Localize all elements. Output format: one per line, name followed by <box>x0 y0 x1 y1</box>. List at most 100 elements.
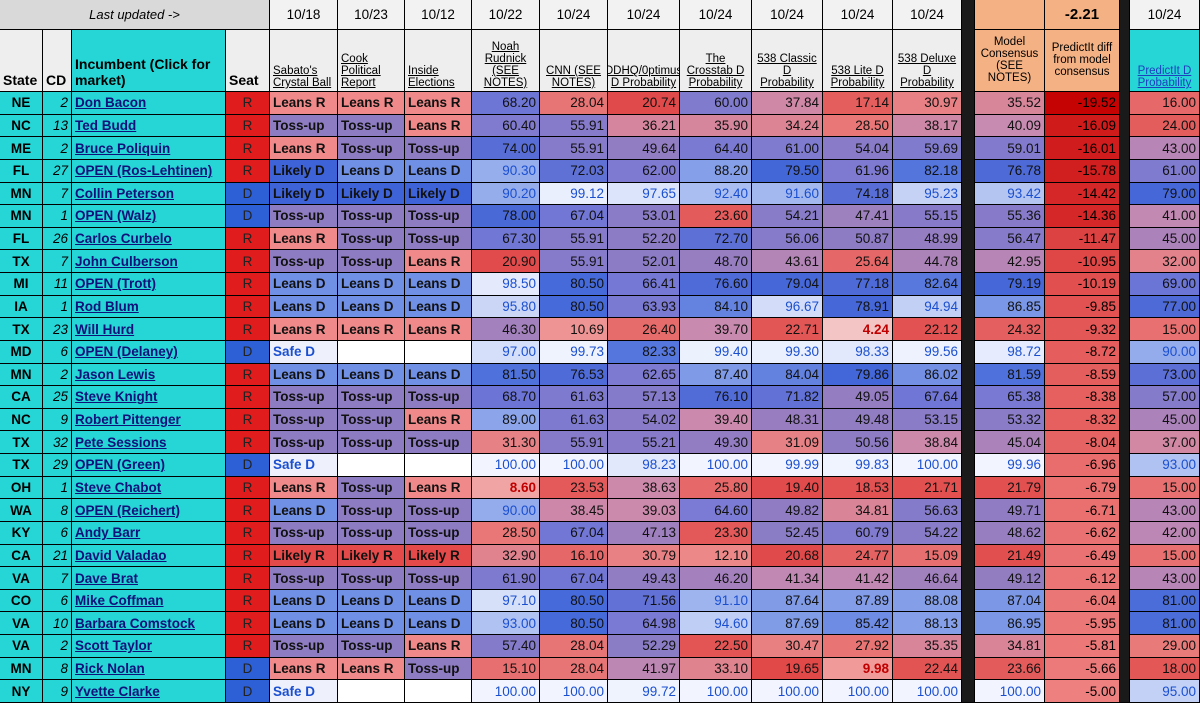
probability: 46.64 <box>893 567 962 590</box>
predictit: 81.00 <box>1130 612 1200 636</box>
diff: -6.79 <box>1045 476 1120 500</box>
probability: 27.92 <box>823 635 893 658</box>
rating <box>338 340 405 364</box>
rating: Leans D <box>338 159 405 183</box>
state: TX <box>0 431 43 455</box>
state: MN <box>0 657 43 681</box>
seat: R <box>226 318 270 341</box>
rating: Toss-up <box>405 657 472 681</box>
rating: Leans D <box>270 295 338 319</box>
incumbent-link[interactable]: John Culberson <box>72 250 226 274</box>
incumbent-link[interactable]: OPEN (Delaney) <box>72 340 226 364</box>
incumbent-link[interactable]: Ted Budd <box>72 114 226 138</box>
consensus: 49.12 <box>975 567 1045 590</box>
probability: 49.05 <box>823 386 893 409</box>
predictit: 43.00 <box>1130 567 1200 590</box>
rating: Leans D <box>270 363 338 387</box>
probability: 99.12 <box>540 182 608 206</box>
predictit: 79.00 <box>1130 182 1200 206</box>
probability: 25.80 <box>680 476 752 500</box>
probability: 79.50 <box>752 159 823 183</box>
incumbent-link[interactable]: OPEN (Trott) <box>72 273 226 296</box>
incumbent-link[interactable]: OPEN (Reichert) <box>72 499 226 522</box>
probability: 47.41 <box>823 205 893 228</box>
probability: 30.79 <box>608 544 680 568</box>
diff: -14.36 <box>1045 205 1120 228</box>
incumbent-link[interactable]: OPEN (Green) <box>72 454 226 477</box>
incumbent-link[interactable]: Collin Peterson <box>72 182 226 206</box>
incumbent-link[interactable]: Steve Knight <box>72 386 226 409</box>
incumbent-link[interactable]: Carlos Curbelo <box>72 227 226 251</box>
rating: Toss-up <box>338 408 405 432</box>
rating: Toss-up <box>338 386 405 409</box>
district: 27 <box>43 159 72 183</box>
incumbent-link[interactable]: Pete Sessions <box>72 431 226 455</box>
incumbent-link[interactable]: Bruce Poliquin <box>72 137 226 160</box>
column-header: CD <box>43 30 72 92</box>
diff: -11.47 <box>1045 227 1120 251</box>
seat: D <box>226 680 270 703</box>
rating: Leans R <box>270 657 338 681</box>
consensus: 53.32 <box>975 408 1045 432</box>
probability: 76.60 <box>680 273 752 296</box>
incumbent-link[interactable]: Andy Barr <box>72 521 226 545</box>
diff: -10.19 <box>1045 273 1120 296</box>
rating: Leans D <box>405 273 472 296</box>
rating <box>405 340 472 364</box>
seat: R <box>226 114 270 138</box>
probability: 91.60 <box>752 182 823 206</box>
probability: 55.91 <box>540 431 608 455</box>
probability: 85.42 <box>823 612 893 636</box>
probability: 94.60 <box>680 612 752 636</box>
incumbent-link[interactable]: Mike Coffman <box>72 589 226 613</box>
incumbent-link[interactable]: Rick Nolan <box>72 657 226 681</box>
probability: 38.84 <box>893 431 962 455</box>
diff: -15.78 <box>1045 159 1120 183</box>
predictit: 95.00 <box>1130 680 1200 703</box>
probability: 54.22 <box>893 521 962 545</box>
probability: 100.00 <box>893 454 962 477</box>
diff: -5.81 <box>1045 635 1120 658</box>
predictit: 16.00 <box>1130 92 1200 115</box>
incumbent-link[interactable]: OPEN (Walz) <box>72 205 226 228</box>
probability: 79.86 <box>823 363 893 387</box>
incumbent-link[interactable]: David Valadao <box>72 544 226 568</box>
probability: 38.45 <box>540 499 608 522</box>
source-date: 10/23 <box>338 0 405 30</box>
probability: 84.04 <box>752 363 823 387</box>
rating: Likely R <box>338 544 405 568</box>
diff: -6.96 <box>1045 454 1120 477</box>
consensus: 49.71 <box>975 499 1045 522</box>
probability: 30.47 <box>752 635 823 658</box>
incumbent-link[interactable]: Scott Taylor <box>72 635 226 658</box>
incumbent-link[interactable]: Rod Blum <box>72 295 226 319</box>
incumbent-link[interactable]: Dave Brat <box>72 567 226 590</box>
incumbent-link[interactable]: Jason Lewis <box>72 363 226 387</box>
probability: 80.50 <box>540 612 608 636</box>
incumbent-link[interactable]: Barbara Comstock <box>72 612 226 636</box>
probability: 46.20 <box>680 567 752 590</box>
seat: D <box>226 454 270 477</box>
consensus: 24.32 <box>975 318 1045 341</box>
rating: Toss-up <box>338 227 405 251</box>
probability: 76.10 <box>680 386 752 409</box>
probability: 71.82 <box>752 386 823 409</box>
incumbent-link[interactable]: OPEN (Ros-Lehtinen) <box>72 159 226 183</box>
predictit-date: 10/24 <box>1130 0 1200 30</box>
rating: Toss-up <box>338 635 405 658</box>
incumbent-link[interactable]: Yvette Clarke <box>72 680 226 703</box>
incumbent-link[interactable]: Will Hurd <box>72 318 226 341</box>
district: 2 <box>43 363 72 387</box>
rating <box>338 680 405 703</box>
consensus: 93.42 <box>975 182 1045 206</box>
consensus: 21.49 <box>975 544 1045 568</box>
incumbent-link[interactable]: Robert Pittenger <box>72 408 226 432</box>
incumbent-link[interactable]: Steve Chabot <box>72 476 226 500</box>
incumbent-link[interactable]: Don Bacon <box>72 92 226 115</box>
consensus: 59.01 <box>975 137 1045 160</box>
probability: 55.91 <box>540 250 608 274</box>
state: MN <box>0 205 43 228</box>
rating: Leans R <box>270 92 338 115</box>
rating: Leans R <box>338 657 405 681</box>
